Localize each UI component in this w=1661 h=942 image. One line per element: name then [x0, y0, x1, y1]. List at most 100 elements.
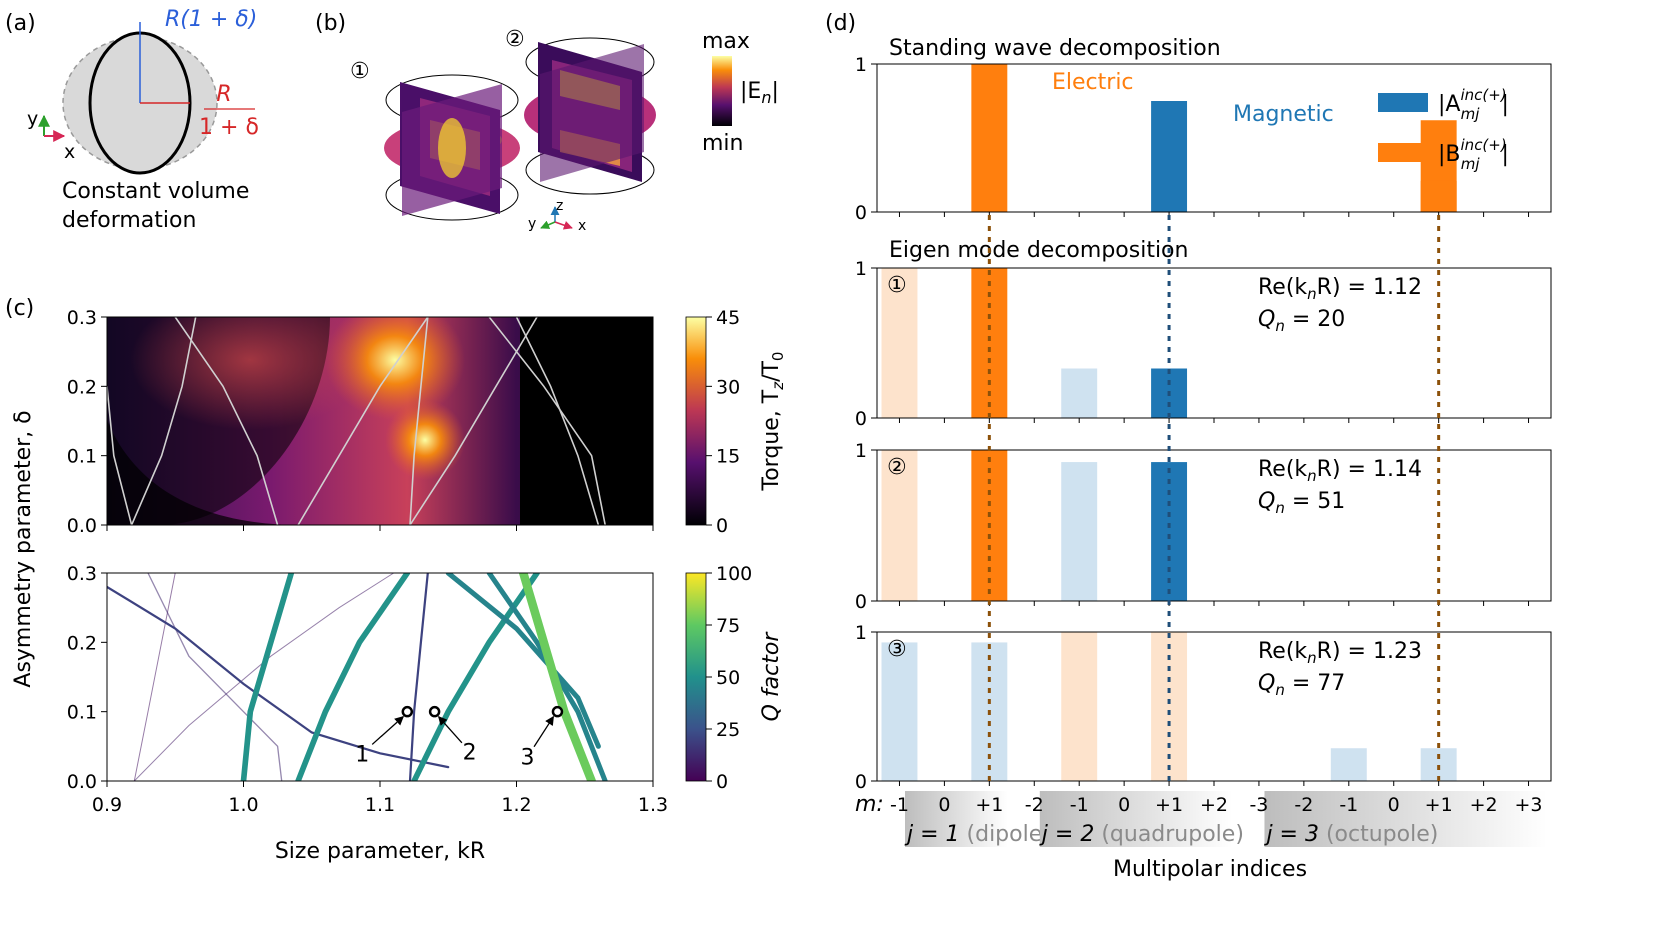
m-tick-label: -2 [1294, 794, 1313, 816]
bar-y-tick-label: 1 [855, 622, 867, 644]
y-tick-label: 0.3 [67, 307, 97, 329]
legend-b-label: |Binc(+) mj | [1438, 136, 1509, 173]
panel-c-label: (c) [5, 296, 34, 321]
bar-B-strong-12 [1420, 180, 1457, 212]
q-factor-plot-area [107, 573, 653, 781]
mode-markers: 1 2 3 [355, 705, 564, 771]
q-curve-6 [295, 573, 411, 781]
group-label-2: j = 3 (octupole) [1263, 822, 1438, 847]
mode-q-label-2: Qn = 51 [1258, 489, 1345, 517]
x-tick-label: 1.1 [365, 794, 395, 816]
bar-A-4 [1061, 462, 1098, 601]
torque-overlay-curve-6 [515, 317, 600, 525]
mode-marker-3 [551, 705, 564, 718]
caption-line-2: deformation [62, 208, 196, 233]
colorbar-tick-label: 75 [716, 615, 740, 637]
axis-z-label-b: z [556, 198, 563, 214]
y-tick-label: 0.0 [67, 515, 97, 537]
torque-colorbar [685, 316, 707, 526]
mode-marker-2 [428, 705, 441, 718]
torque-overlay-curve-3 [297, 317, 429, 525]
y-tick-label: 0.1 [67, 446, 97, 468]
y-tick-label: 0.2 [67, 632, 97, 654]
mode-re-label-3: Re(knR) = 1.23 [1258, 639, 1422, 667]
bar-A-12 [1420, 748, 1457, 781]
m-tick-label: +3 [1515, 794, 1543, 816]
mode-number-3: ③ [887, 637, 907, 662]
field-colorbar-label: |En| [740, 79, 779, 107]
multipole-group-bands: j = 1 (dipole)j = 2 (quadrupole) j = 3 (o… [890, 791, 1547, 847]
bar-panel-1: 1 0 ① Re(knR) = 1.12 Qn = 20 [855, 258, 1552, 430]
mode-arrow-1 [371, 716, 404, 745]
q-curve-4 [408, 573, 429, 781]
m-tick-label: -1 [1339, 794, 1358, 816]
bar-A-0 [881, 642, 918, 781]
axis-x-label: x [64, 141, 75, 163]
caption-line-1: Constant volume [62, 179, 249, 204]
group-band-0 [905, 791, 1008, 847]
bar-y-tick-label: 0 [855, 202, 867, 224]
panel-d: (d) Standing wave decomposition Eigen mo… [825, 11, 1552, 882]
colorbar-tick-label: 0 [716, 771, 728, 793]
bar-y-tick-label: 1 [855, 440, 867, 462]
q-curve-1 [133, 573, 395, 781]
x-tick-label: 1.0 [228, 794, 258, 816]
m-tick-label: 0 [938, 794, 950, 816]
radius-side-numerator: R [216, 82, 231, 107]
q-colorbar [685, 572, 707, 782]
magnetic-label: Magnetic [1233, 102, 1334, 127]
q-curve-5 [240, 573, 295, 781]
m-tick-label: -2 [1025, 794, 1044, 816]
bar-y-tick-label: 1 [855, 258, 867, 280]
torque-overlay-curve-1 [130, 317, 197, 525]
y-axis-label: Asymmetry parameter, δ [11, 410, 36, 687]
mode-re-label-2: Re(knR) = 1.14 [1258, 457, 1422, 485]
m-tick-label: -3 [1249, 794, 1268, 816]
bar-y-tick-label: 0 [855, 771, 867, 793]
q-colorbar-ticks: 0 25 50 75 100 [706, 563, 752, 793]
mode-marker-label-2: 2 [463, 741, 477, 766]
group-band-2 [1264, 791, 1547, 847]
x-tick-label: 1.3 [638, 794, 668, 816]
bar-y-tick-label: 0 [855, 408, 867, 430]
torque-overlay-curve-7 [488, 317, 606, 525]
radius-top-label: R(1 + δ) [165, 7, 257, 32]
legend-a-label: |Ainc(+) mj | [1438, 86, 1509, 123]
mode-q-label-1: Qn = 20 [1258, 307, 1345, 335]
mode-1-marker: ① [350, 59, 370, 84]
mode-number-2: ② [887, 455, 907, 480]
q-curve-3 [107, 585, 450, 769]
bar-panel-3: 1 0 ③ Re(knR) = 1.23 Qn = 77 [855, 622, 1552, 793]
bar-B-0 [881, 450, 918, 601]
standing-wave-title: Standing wave decomposition [889, 36, 1221, 61]
electric-label: Electric [1052, 70, 1134, 95]
colorbar-tick-label: 30 [716, 376, 740, 398]
x-tick-label: 1.2 [501, 794, 531, 816]
torque-overlay-curve-2 [174, 317, 279, 525]
group-band-1 [1039, 791, 1233, 847]
field-colorbar [712, 56, 732, 126]
torque-y-axis: 0.0 0.1 0.2 0.3 [67, 307, 654, 537]
m-tick-label: -1 [890, 794, 909, 816]
mode-marker-label-1: 1 [355, 743, 369, 768]
panel-d-label: (d) [825, 11, 856, 36]
bar-B-2 [971, 64, 1008, 212]
bar-B-0 [881, 268, 918, 418]
q-x-axis: 0.9 1.0 1.1 1.2 1.3 [92, 781, 668, 816]
torque-colorbar-ticks: 0 15 30 45 [706, 307, 740, 537]
q-curve-0 [133, 573, 176, 781]
m-prefix: m: [855, 792, 884, 817]
legend-b-swatch [1378, 143, 1428, 162]
bar-A-6 [1151, 101, 1188, 212]
panel-a: (a) R(1 + δ) R 1 + δ y x Constant volume… [5, 7, 259, 233]
y-tick-label: 0.2 [67, 376, 97, 398]
torque-heatmap [107, 317, 653, 525]
y-tick-label: 0.1 [67, 702, 97, 724]
q-factor-curves [107, 573, 608, 781]
legend-a-swatch [1378, 93, 1428, 112]
mode-2-marker: ② [505, 27, 525, 52]
bar-panel-2: 1 0 ② Re(knR) = 1.14 Qn = 51 [855, 440, 1552, 613]
mode-q-label-3: Qn = 77 [1258, 671, 1345, 699]
